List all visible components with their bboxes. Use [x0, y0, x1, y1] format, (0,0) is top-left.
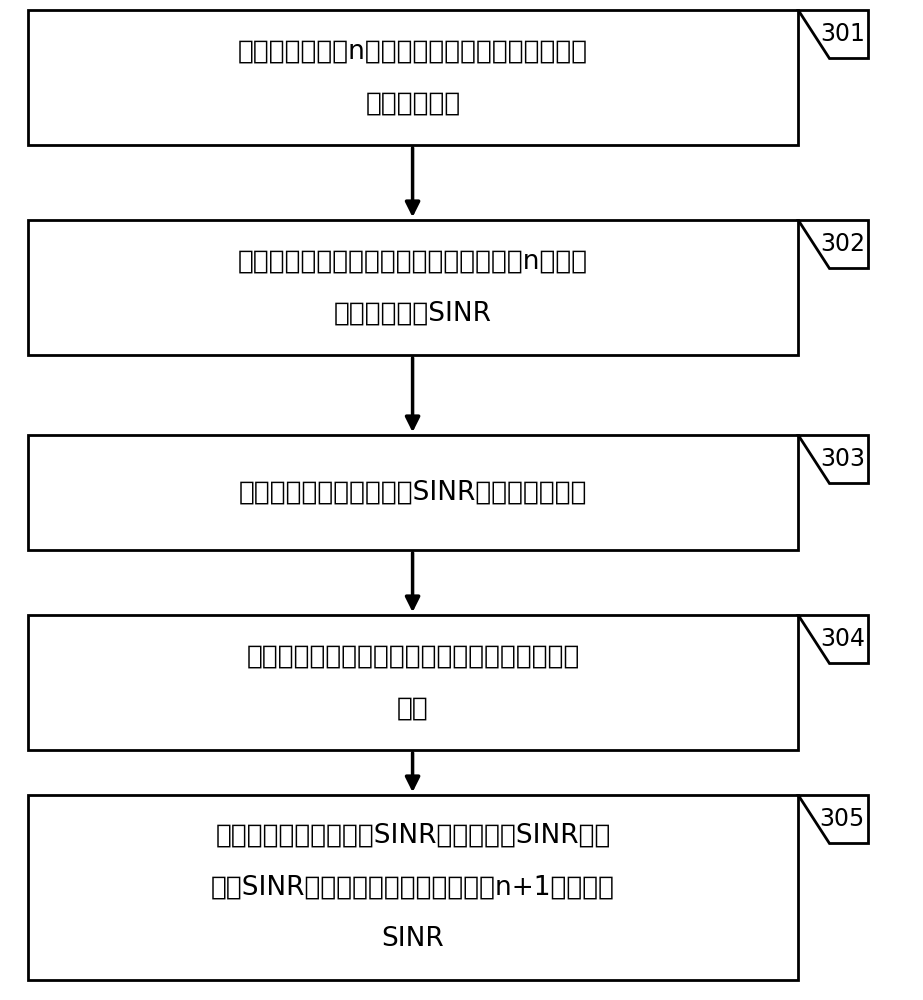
Text: 送的第一信号: 送的第一信号 [366, 91, 461, 116]
Polygon shape [798, 795, 868, 843]
Bar [28, 615, 798, 750]
Bar [28, 795, 798, 980]
Text: 接收端设备在第n时隙接收多个所述发射端设备发: 接收端设备在第n时隙接收多个所述发射端设备发 [238, 38, 588, 64]
Polygon shape [798, 220, 868, 268]
Text: 305: 305 [820, 807, 865, 831]
Text: 304: 304 [820, 627, 865, 651]
Text: SINR: SINR [382, 926, 444, 952]
Text: 大的SINR存储为所述接收端设备第（n+1）时隙的: 大的SINR存储为所述接收端设备第（n+1）时隙的 [211, 874, 615, 900]
Text: 信号: 信号 [397, 696, 429, 721]
Text: 303: 303 [820, 447, 865, 471]
Polygon shape [798, 10, 868, 58]
Text: 接收端设备根据所述第一信号，确定在第n时隙的: 接收端设备根据所述第一信号，确定在第n时隙的 [238, 248, 588, 274]
Text: 第一信干噪比SINR: 第一信干噪比SINR [334, 300, 492, 326]
Polygon shape [798, 435, 868, 483]
Bar [28, 220, 798, 355]
Text: 302: 302 [820, 232, 865, 256]
Text: 接收端设备将所述第一SINR与所述第二SINR中较: 接收端设备将所述第一SINR与所述第二SINR中较 [215, 822, 611, 848]
Text: 301: 301 [820, 22, 865, 46]
Polygon shape [798, 615, 868, 663]
Bar [28, 435, 798, 550]
Text: 接收端设备根据所述第一SINR，确定反馈信号: 接收端设备根据所述第一SINR，确定反馈信号 [239, 480, 587, 505]
Text: 接收端设备向多个所述发射端设备发送所述反馈: 接收端设备向多个所述发射端设备发送所述反馈 [246, 644, 580, 670]
Bar [28, 10, 798, 145]
